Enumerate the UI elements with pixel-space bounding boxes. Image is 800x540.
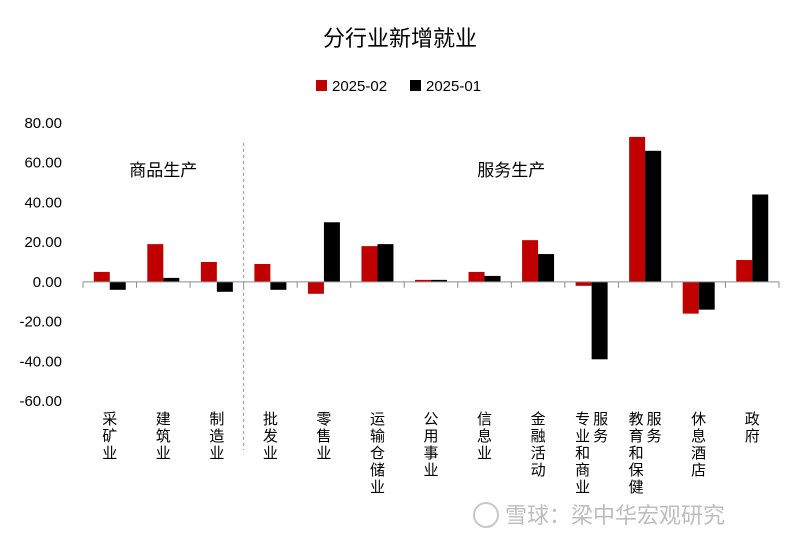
bar-2025-02 xyxy=(575,281,592,286)
group-labels: 商品生产 服务生产 xyxy=(129,143,545,450)
y-tick-label: 40.00 xyxy=(24,194,62,211)
bar-2025-01 xyxy=(431,279,447,282)
y-tick-label: 60.00 xyxy=(24,155,62,172)
y-tick-label: -20.00 xyxy=(19,314,62,331)
bar-2025-02 xyxy=(415,279,431,282)
y-axis: 80.00 60.00 40.00 20.00 0.00 -20.00 -40.00 -60.… xyxy=(19,115,62,410)
bar-2025-02 xyxy=(682,281,699,314)
bar-2025-02 xyxy=(629,136,646,282)
bar-2025-01 xyxy=(698,281,715,310)
legend: 2025-02 2025-01 xyxy=(316,78,481,95)
x-tick-label: 休息酒店 xyxy=(691,411,706,479)
bar-2025-02 xyxy=(200,262,217,282)
group-label: 商品生产 xyxy=(129,161,197,180)
bar-2025-01 xyxy=(752,194,769,282)
x-tick-label: 政府 xyxy=(745,411,760,445)
x-tick-label: 金融活动 xyxy=(531,411,546,479)
x-tick-label: 教育和保健服务 xyxy=(629,411,662,496)
x-tick-label: 制造业 xyxy=(209,411,224,462)
y-tick-label: -60.00 xyxy=(19,393,62,410)
bar-2025-01 xyxy=(323,222,340,282)
group-label: 服务生产 xyxy=(477,161,545,180)
y-tick-label: -40.00 xyxy=(19,353,62,370)
watermark-text: 雪球：梁中华宏观研究 xyxy=(505,503,725,528)
bar-2025-02 xyxy=(361,246,378,282)
watermark: 雪球：梁中华宏观研究 xyxy=(473,502,725,528)
bar-2025-01 xyxy=(645,150,662,282)
bar-2025-01 xyxy=(591,281,608,360)
bar-2025-01 xyxy=(163,277,180,282)
bar-2025-01 xyxy=(538,254,555,282)
chart-title: 分行业新增就业 xyxy=(323,26,477,51)
x-tick-label: 专业和商业服务 xyxy=(575,411,608,496)
bar-2025-01 xyxy=(109,281,126,290)
bars xyxy=(93,136,769,360)
y-tick-label: 0.00 xyxy=(33,274,62,291)
x-tick-label: 信息业 xyxy=(477,411,492,462)
x-axis: 采矿业 建筑业 制造业 批发业 零售业 运输仓储业 公用事业 信息业 金融活动 专业和商业服务教育… xyxy=(82,281,780,496)
x-tick-label: 公用事业 xyxy=(423,411,438,479)
y-tick-label: 80.00 xyxy=(24,115,62,132)
watermark-logo-icon xyxy=(473,502,499,528)
y-tick-label: 20.00 xyxy=(24,234,62,251)
legend-swatch xyxy=(410,80,421,91)
bar-2025-02 xyxy=(307,281,324,294)
bar-2025-01 xyxy=(216,281,233,292)
x-tick-label: 建筑业 xyxy=(156,411,171,462)
legend-label: 2025-01 xyxy=(426,78,481,95)
legend-label: 2025-02 xyxy=(332,78,387,95)
bar-2025-01 xyxy=(484,275,501,282)
bar-2025-02 xyxy=(147,244,164,282)
x-tick-label: 采矿业 xyxy=(102,411,117,462)
x-tick-label: 批发业 xyxy=(263,411,278,462)
bar-2025-01 xyxy=(377,244,394,282)
bar-2025-02 xyxy=(522,240,539,282)
bar-2025-02 xyxy=(254,263,271,282)
x-tick-label: 零售业 xyxy=(316,411,331,462)
bar-2025-01 xyxy=(270,281,287,290)
legend-swatch xyxy=(316,80,327,91)
bar-2025-02 xyxy=(736,260,753,282)
x-tick-label: 运输仓储业 xyxy=(370,411,385,496)
bar-2025-02 xyxy=(468,271,485,282)
bar-2025-02 xyxy=(93,271,110,282)
